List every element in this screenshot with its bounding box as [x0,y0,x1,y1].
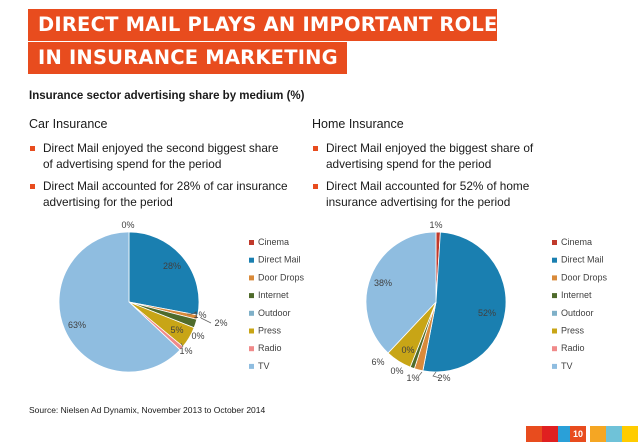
legend-swatch [552,240,557,245]
legend-label: Outdoor [561,308,594,318]
home-insurance-bullets: Direct Mail enjoyed the biggest share of… [312,141,574,217]
car-insurance-heading: Car Insurance [29,117,108,131]
legend-swatch [552,310,557,316]
footer-color-block [526,426,542,442]
data-label: 2% [214,318,227,328]
pie-slice-direct-mail [128,231,200,316]
legend-label: Internet [561,290,592,300]
data-label: 2% [437,373,450,383]
bullet-item: Direct Mail accounted for 52% of home in… [312,179,574,210]
data-label: 52% [478,308,496,318]
legend-swatch [249,275,254,281]
legend-swatch [249,328,254,334]
pie-chart-home: 1%52%2%1%0%6%0%38% [365,220,507,383]
pie-slice-tv [58,231,181,373]
data-label: 0% [191,331,204,341]
data-label: 63% [68,320,86,330]
legend-swatch [249,257,254,263]
legend-label: TV [561,361,573,371]
chart-subtitle: Insurance sector advertising share by me… [29,90,305,102]
data-label: 38% [374,278,392,288]
legend-label: Direct Mail [561,255,604,265]
legend-label: Door Drops [561,272,608,282]
legend-swatch [249,240,254,245]
data-label: 28% [163,261,181,271]
leader-line [432,371,441,379]
leader-line [200,317,212,324]
legend-swatch [249,293,254,299]
legend-label: Press [258,326,282,336]
data-label: 6% [371,357,384,367]
legend-label: Cinema [258,237,289,247]
data-label: 1% [406,373,419,383]
legend-label: Press [561,326,585,336]
legend-swatch [552,328,557,334]
legend-swatch [552,346,557,352]
data-label: 1% [429,220,442,230]
title-line-2: IN INSURANCE MARKETING [28,42,347,74]
bullet-item: Direct Mail enjoyed the second biggest s… [29,141,289,172]
footer-color-block [606,426,622,442]
pie-slice-direct-mail [422,231,507,373]
title-line-1: DIRECT MAIL PLAYS AN IMPORTANT ROLE [28,9,497,41]
car-insurance-bullets: Direct Mail enjoyed the second biggest s… [29,141,289,217]
legend-label: Outdoor [258,308,291,318]
data-label: 0% [390,366,403,376]
legend-label: TV [258,361,270,371]
legend-label: Door Drops [258,272,305,282]
footer-color-block [622,426,638,442]
pie-slice-tv [365,231,437,354]
legend: Cinema Direct Mail Door Drops Internet Outdo… [552,237,608,371]
leader-line [187,312,197,315]
legend-swatch [552,293,557,299]
legend-swatch [249,346,254,352]
leader-line [417,371,423,378]
leader-line [180,342,184,348]
data-label: 5% [170,325,183,335]
legend-label: Radio [258,343,282,353]
data-label: 1% [179,346,192,356]
legend-swatch [552,257,557,263]
data-label: 1% [193,310,206,320]
data-label: 0% [401,345,414,355]
bullet-item: Direct Mail enjoyed the biggest share of… [312,141,574,172]
legend-label: Cinema [561,237,592,247]
page-number: 10 [570,426,586,442]
legend-label: Direct Mail [258,255,301,265]
legend-swatch [249,310,254,316]
bullet-item: Direct Mail accounted for 28% of car ins… [29,179,289,210]
legend: Cinema Direct Mail Door Drops Internet Outdo… [249,237,305,371]
footer-color-block [542,426,558,442]
legend-swatch [552,363,557,369]
footer-color-block [590,426,606,442]
legend-label: Internet [258,290,289,300]
pie-chart-car: 0% 28% 1% 2% 0% 5% 1% 63% [58,220,228,373]
home-insurance-heading: Home Insurance [312,117,404,131]
legend-label: Radio [561,343,585,353]
data-label: 0% [121,220,134,230]
legend-swatch [552,275,557,281]
source-note: Source: Nielsen Ad Dynamix, November 201… [29,405,266,415]
legend-swatch [249,363,254,369]
